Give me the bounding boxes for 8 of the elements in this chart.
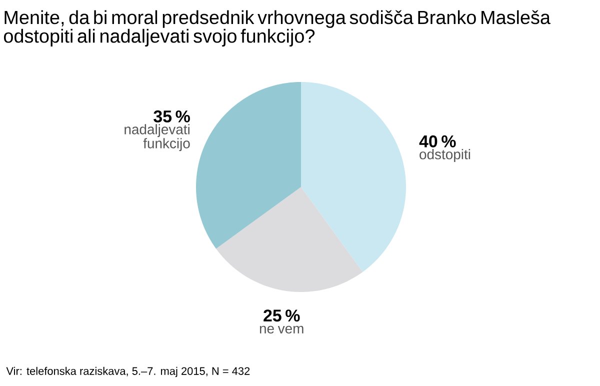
chart-title: Menite, da bi moral predsednik vrhovnega sodišča Branko Masleša odstopiti ali nadaljevati svojo funkcijo? — [4, 10, 550, 47]
text: Vir: telefonska raziskava, 5.–7. maj 2015, N = 432 — [6, 366, 250, 378]
data-label: 35 % — [154, 110, 190, 122]
slice-label: nadaljevati funkcijo — [124, 124, 190, 152]
data-label: 25 % — [264, 310, 300, 322]
slice-label: ne vem — [260, 326, 304, 334]
data-label: 40 % — [419, 135, 456, 148]
slice-label: odstopiti — [420, 149, 470, 162]
